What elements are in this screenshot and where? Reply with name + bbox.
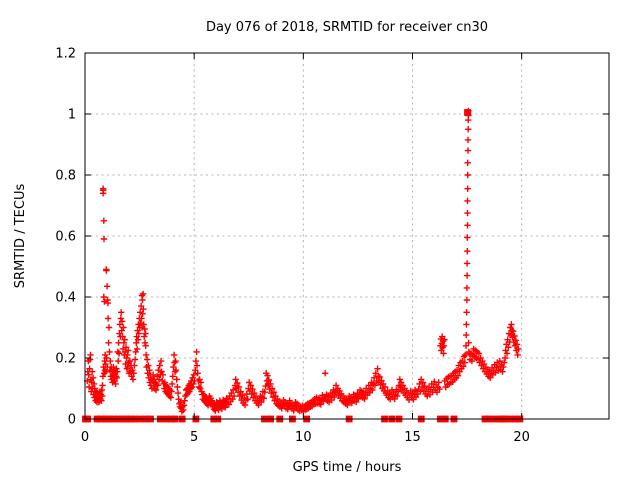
y-tick-label: 0.2 <box>55 352 76 367</box>
x-tick-label: 10 <box>295 430 312 445</box>
y-tick-label: 1 <box>68 108 76 123</box>
y-axis-label: SRMTID / TECUs <box>13 184 28 289</box>
y-tick-label: 0.4 <box>55 291 76 306</box>
y-tick-label: 0.8 <box>55 169 76 184</box>
x-tick-label: 15 <box>404 430 421 445</box>
plus-markers-series <box>84 107 522 415</box>
x-tick-label: 20 <box>513 430 530 445</box>
y-tick-label: 0 <box>68 413 76 428</box>
square-marker <box>464 109 471 116</box>
axis-layer: 0 5 10 15 20 0 0.2 0.4 0.6 0.8 1 1.2 <box>55 47 610 445</box>
y-tick-label: 0.6 <box>55 230 76 245</box>
x-axis-label: GPS time / hours <box>293 460 402 475</box>
chart-title: Day 076 of 2018, SRMTID for receiver cn3… <box>206 20 488 35</box>
grid-layer <box>85 53 609 419</box>
y-tick-label: 1.2 <box>55 47 76 62</box>
x-tick-label: 5 <box>190 430 198 445</box>
x-tick-label: 0 <box>81 430 89 445</box>
